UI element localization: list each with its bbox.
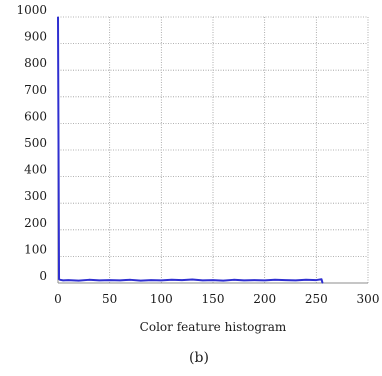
y-tick-label: 1000 [16, 3, 47, 17]
y-tick-label: 600 [24, 109, 47, 123]
x-tick-label: 150 [202, 292, 225, 306]
series-point [150, 279, 152, 281]
series-point [321, 282, 324, 284]
series-point [119, 279, 121, 281]
x-tick-label: 50 [102, 292, 117, 306]
x-tick-label: 250 [305, 292, 328, 306]
series-point [233, 279, 235, 281]
y-tick-label: 500 [24, 136, 47, 150]
y-tick-label: 300 [24, 189, 47, 203]
series-point [98, 279, 100, 281]
series-point [264, 279, 266, 281]
series-point [109, 279, 111, 281]
figure-caption: (b) [189, 350, 209, 366]
x-axis-title: Color feature histogram [140, 320, 287, 334]
y-tick-label: 100 [24, 242, 47, 256]
y-tick-label: 0 [39, 269, 47, 283]
series-point [171, 279, 173, 281]
series-point [62, 279, 64, 281]
series-point [181, 279, 183, 281]
series-point [191, 278, 193, 281]
series-point [320, 278, 323, 280]
x-tick-labels: 0 50 100 150 200 250 300 [54, 292, 379, 306]
series-point [140, 280, 142, 282]
series-point [67, 279, 69, 281]
series-point [305, 279, 307, 281]
series-point [253, 279, 255, 281]
series-point [59, 279, 61, 281]
y-tick-labels: 0 100 200 300 400 500 600 700 800 900 1000 [16, 3, 47, 283]
series-point [202, 279, 204, 281]
series-point [160, 279, 162, 281]
y-tick-label: 700 [24, 83, 47, 97]
series-point [284, 279, 286, 281]
series-point [58, 278, 60, 280]
series-point [295, 279, 297, 281]
grid-lines [58, 16, 369, 283]
series-point [243, 279, 245, 281]
x-tick-label: 0 [54, 292, 62, 306]
series-point [212, 279, 214, 281]
y-tick-label: 400 [24, 163, 47, 177]
series-point [88, 279, 90, 281]
series-point [129, 279, 131, 281]
series-point [78, 280, 80, 282]
series-point [57, 16, 59, 18]
series-point [315, 279, 317, 281]
y-tick-label: 200 [24, 216, 47, 230]
y-tick-label: 800 [24, 56, 47, 70]
series-layer [57, 16, 324, 284]
x-tick-label: 100 [150, 292, 173, 306]
x-tick-label: 300 [357, 292, 380, 306]
series-point [222, 280, 224, 282]
x-tick-label: 200 [253, 292, 276, 306]
y-tick-label: 900 [24, 30, 47, 44]
series-point [274, 279, 276, 281]
